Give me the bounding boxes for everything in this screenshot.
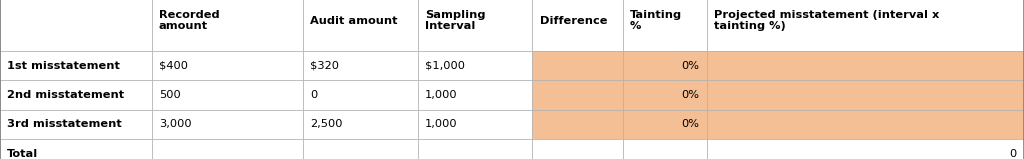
Text: 0: 0 (1010, 149, 1017, 159)
Text: 0%: 0% (681, 119, 699, 129)
Bar (303, 110, 418, 139)
Bar (418, 0, 532, 51)
Text: $400: $400 (159, 61, 187, 71)
Text: Projected misstatement (interval x
tainting %): Projected misstatement (interval x taint… (714, 10, 939, 31)
Bar (623, 51, 707, 80)
Text: 1,000: 1,000 (425, 119, 458, 129)
Bar (0, 51, 152, 80)
Bar (0, 0, 152, 51)
Text: Tainting
%: Tainting % (630, 10, 682, 31)
Text: Difference: Difference (540, 16, 607, 26)
Text: Sampling
Interval: Sampling Interval (425, 10, 485, 31)
Text: Recorded
amount: Recorded amount (159, 10, 219, 31)
Bar (418, 51, 532, 80)
Bar (303, 51, 418, 80)
Bar (707, 139, 1024, 159)
Text: $320: $320 (310, 61, 339, 71)
Text: 0%: 0% (681, 61, 699, 71)
Bar (707, 80, 1024, 110)
Text: Total: Total (7, 149, 39, 159)
Bar (0, 110, 152, 139)
Bar (532, 80, 623, 110)
Bar (418, 80, 532, 110)
Bar (418, 139, 532, 159)
Bar (0, 80, 152, 110)
Text: Audit amount: Audit amount (310, 16, 397, 26)
Bar (152, 110, 303, 139)
Bar (707, 110, 1024, 139)
Text: $1,000: $1,000 (425, 61, 465, 71)
Bar (303, 80, 418, 110)
Bar (707, 0, 1024, 51)
Bar (152, 51, 303, 80)
Text: 2nd misstatement: 2nd misstatement (7, 90, 124, 100)
Text: 1st misstatement: 1st misstatement (7, 61, 120, 71)
Bar (0, 139, 152, 159)
Bar (532, 0, 623, 51)
Text: 2,500: 2,500 (310, 119, 343, 129)
Bar (152, 0, 303, 51)
Text: 500: 500 (159, 90, 180, 100)
Bar (418, 110, 532, 139)
Bar (623, 110, 707, 139)
Text: 3,000: 3,000 (159, 119, 191, 129)
Bar (707, 51, 1024, 80)
Bar (532, 110, 623, 139)
Bar (152, 80, 303, 110)
Bar (303, 139, 418, 159)
Bar (532, 51, 623, 80)
Text: 3rd misstatement: 3rd misstatement (7, 119, 122, 129)
Text: 1,000: 1,000 (425, 90, 458, 100)
Text: 0%: 0% (681, 90, 699, 100)
Bar (623, 139, 707, 159)
Bar (623, 80, 707, 110)
Bar (303, 0, 418, 51)
Bar (152, 139, 303, 159)
Text: 0: 0 (310, 90, 317, 100)
Bar (532, 139, 623, 159)
Bar (623, 0, 707, 51)
